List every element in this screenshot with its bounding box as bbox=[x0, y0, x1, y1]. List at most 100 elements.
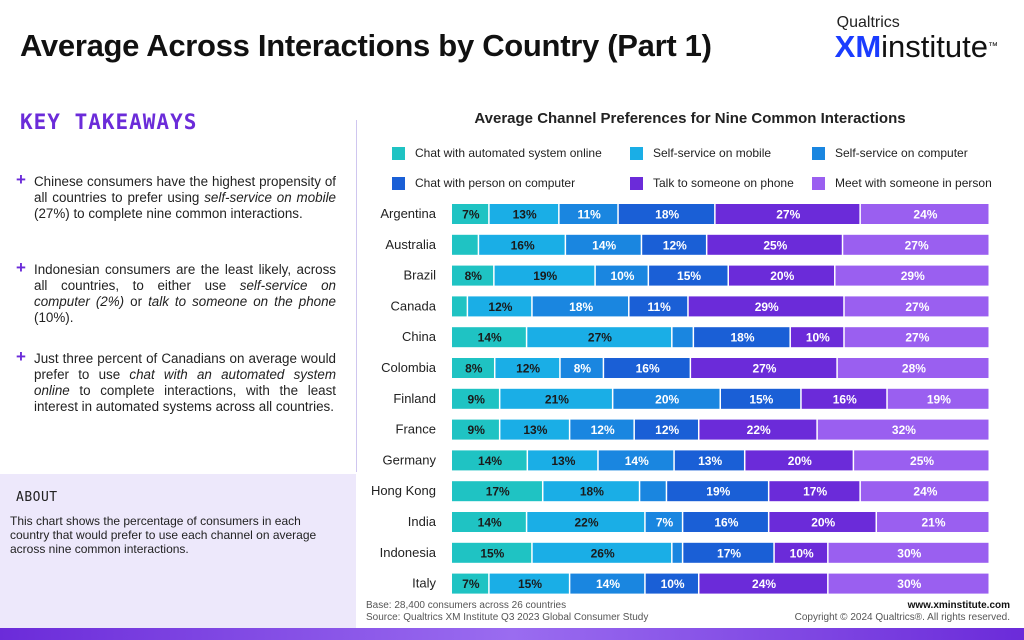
bar-segment bbox=[642, 234, 706, 255]
data-label: 14% bbox=[592, 238, 616, 252]
bar-segment bbox=[452, 358, 494, 378]
data-label: 14% bbox=[625, 454, 649, 468]
bar-segment bbox=[532, 542, 672, 563]
data-label: 25% bbox=[763, 238, 787, 252]
bar-segment bbox=[707, 234, 842, 255]
bar-segment bbox=[688, 296, 844, 317]
data-label: 26% bbox=[591, 546, 615, 560]
data-label: 16% bbox=[636, 362, 660, 376]
data-label: 27% bbox=[776, 208, 800, 222]
bar-segment bbox=[645, 512, 682, 532]
copyright-text: Copyright © 2024 Qualtrics®. All rights … bbox=[794, 612, 1010, 623]
bar-segment bbox=[745, 450, 853, 471]
panel-divider bbox=[356, 120, 357, 472]
logo-wordmark: XMinstitute™ bbox=[834, 29, 998, 64]
bar-segment bbox=[837, 358, 989, 378]
data-label: 20% bbox=[811, 516, 835, 530]
bar-segment bbox=[817, 419, 989, 440]
website-link[interactable]: www.xminstitute.com bbox=[907, 600, 1010, 611]
country-label: China bbox=[402, 329, 437, 344]
bar-segment bbox=[844, 327, 989, 348]
data-label: 19% bbox=[706, 485, 730, 499]
data-label: 13% bbox=[523, 423, 547, 437]
bar-segment bbox=[595, 265, 648, 286]
bar-segment bbox=[877, 512, 989, 532]
bar-segment bbox=[672, 327, 693, 348]
bar-segment bbox=[494, 265, 595, 286]
country-label: Germany bbox=[383, 452, 437, 467]
bar-segment bbox=[629, 296, 688, 317]
data-label: 19% bbox=[533, 269, 557, 283]
data-label: 22% bbox=[747, 423, 771, 437]
bar-segment bbox=[527, 327, 672, 348]
bar-segment bbox=[790, 327, 844, 348]
bar-segment bbox=[634, 419, 698, 440]
data-label: 16% bbox=[511, 238, 535, 252]
footer-base: Base: 28,400 consumers across 26 countri… bbox=[366, 600, 648, 624]
bar-segment bbox=[640, 481, 666, 502]
bar-segment bbox=[528, 450, 598, 471]
data-label: 28% bbox=[902, 362, 926, 376]
legend-item-in-person: Meet with someone in person bbox=[812, 176, 992, 190]
bar-segment bbox=[489, 204, 559, 224]
data-label: 9% bbox=[468, 423, 486, 437]
legend-item-phone: Talk to someone on phone bbox=[630, 176, 794, 190]
legend-swatch bbox=[630, 176, 643, 190]
source-note: Source: Qualtrics XM Institute Q3 2023 G… bbox=[366, 612, 649, 623]
data-label: 13% bbox=[513, 208, 537, 222]
chart-title: Average Channel Preferences for Nine Com… bbox=[474, 110, 906, 127]
bar-segment bbox=[691, 358, 837, 378]
data-label: 11% bbox=[647, 300, 671, 314]
data-label: 29% bbox=[755, 300, 779, 314]
data-label: 30% bbox=[897, 577, 921, 591]
bar-segment bbox=[452, 204, 489, 224]
data-label: 22% bbox=[574, 516, 598, 530]
bar-segment bbox=[801, 388, 887, 409]
key-takeaways-panel: KEY TAKEAWAYS + Chinese consumers have t… bbox=[0, 100, 356, 472]
data-label: 15% bbox=[749, 392, 773, 406]
data-label: 15% bbox=[518, 577, 542, 591]
data-label: 10% bbox=[610, 269, 634, 283]
country-label: Australia bbox=[385, 237, 436, 252]
data-label: 17% bbox=[717, 546, 741, 560]
data-label: 32% bbox=[892, 423, 916, 437]
data-label: 12% bbox=[516, 362, 540, 376]
bar-segment bbox=[452, 265, 494, 286]
bar-segment bbox=[452, 327, 526, 348]
data-label: 27% bbox=[905, 331, 929, 345]
bar-segment bbox=[860, 481, 989, 502]
data-label: 10% bbox=[661, 577, 685, 591]
bar-segment bbox=[452, 481, 542, 502]
legend-swatch bbox=[630, 146, 643, 160]
bar-segment bbox=[559, 204, 618, 224]
bar-segment bbox=[843, 234, 989, 255]
bar-segment bbox=[452, 388, 499, 409]
bar-segment bbox=[835, 265, 989, 286]
data-label: 9% bbox=[468, 392, 486, 406]
bar-segment bbox=[452, 573, 489, 594]
bar-segment bbox=[500, 388, 612, 409]
data-label: 12% bbox=[663, 238, 687, 252]
data-label: 14% bbox=[478, 516, 502, 530]
data-label: 8% bbox=[465, 362, 483, 376]
bar-segment bbox=[699, 573, 828, 594]
data-label: 27% bbox=[905, 238, 929, 252]
data-label: 18% bbox=[580, 485, 604, 499]
about-title: ABOUT bbox=[16, 490, 58, 505]
logo-company: Qualtrics bbox=[836, 14, 900, 31]
data-label: 12% bbox=[488, 300, 512, 314]
country-label: Indonesia bbox=[380, 545, 437, 560]
data-label: 17% bbox=[803, 485, 827, 499]
bar-segment bbox=[887, 388, 989, 409]
country-label: India bbox=[408, 514, 437, 529]
country-label: Finland bbox=[393, 391, 436, 406]
bar-segment bbox=[721, 388, 801, 409]
page-title: Average Across Interactions by Country (… bbox=[20, 28, 712, 63]
bar-segment bbox=[672, 542, 682, 563]
bar-segment bbox=[715, 204, 860, 224]
data-label: 27% bbox=[905, 300, 929, 314]
country-label: Hong Kong bbox=[371, 483, 436, 498]
data-label: 20% bbox=[770, 269, 794, 283]
data-label: 16% bbox=[833, 392, 857, 406]
plus-icon: + bbox=[16, 347, 26, 366]
